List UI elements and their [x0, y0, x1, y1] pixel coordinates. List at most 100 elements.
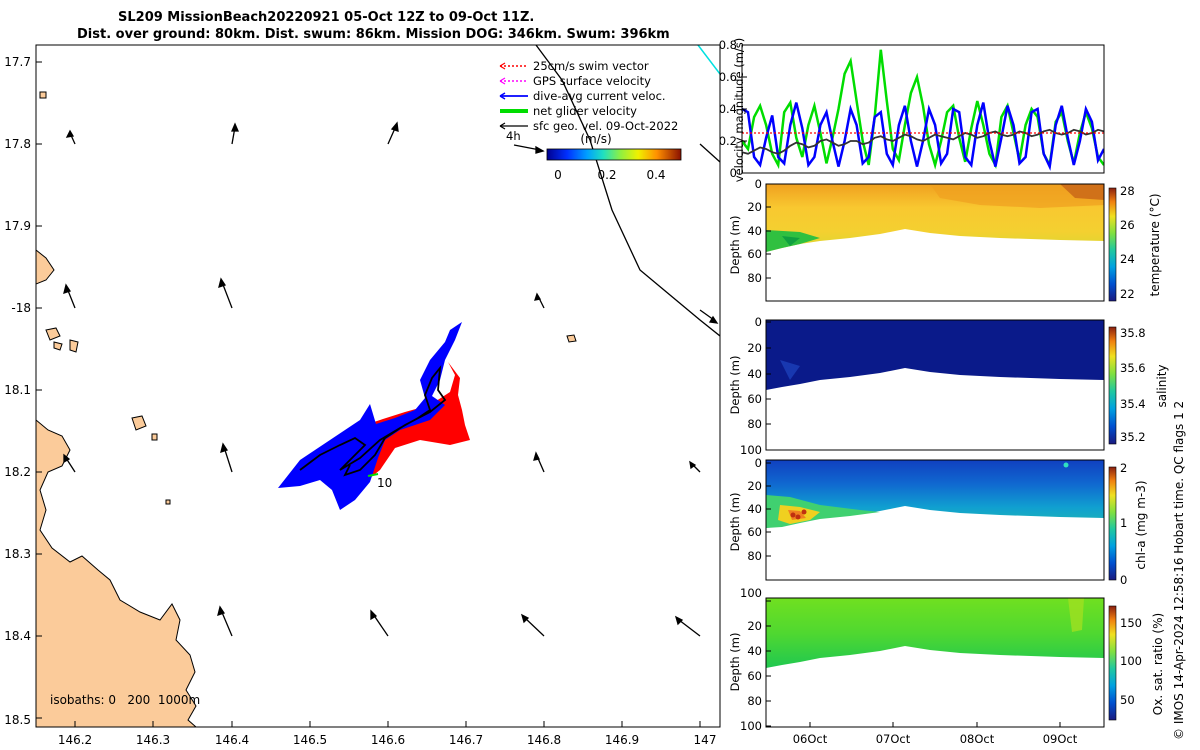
map-xtick-label: 146.7: [449, 733, 483, 747]
oxygen-field: [766, 598, 1104, 668]
temperature-ytick: 80: [747, 271, 762, 285]
chla-ytick: 100: [740, 586, 762, 600]
island-5: [39, 91, 47, 99]
salinity-cbar-tick: 35.6: [1120, 361, 1146, 375]
salinity-cbar-tick: 35.4: [1120, 397, 1146, 411]
oxygen-cbar-tick: 50: [1120, 693, 1135, 707]
map-ytick-label: 18.2: [4, 465, 31, 479]
map-xtick-label: 146.5: [293, 733, 327, 747]
temperature-cbar-tick: 24: [1120, 252, 1135, 266]
map-colorbar-tick: 0.2: [597, 168, 616, 182]
island-4: [131, 415, 147, 431]
velocity-ylabel: velocity magnitude (m/s): [732, 38, 746, 183]
velocity-ytick: 0.4: [719, 102, 737, 116]
chla-cbar-tick: 2: [1120, 461, 1127, 475]
salinity-ytick: 100: [740, 443, 762, 457]
velocity-ytick: 0.6: [719, 70, 737, 84]
temperature-ytick: 40: [747, 224, 762, 238]
map-ytick-label: 18.5: [4, 713, 31, 727]
oxygen-colorbar: [1108, 605, 1117, 721]
chla-ytick: 0: [755, 456, 762, 470]
dive-avg-blob: [278, 322, 462, 510]
chart-title-line2: Dist. over ground: 80km. Dist. swum: 86k…: [77, 27, 670, 42]
oxygen-ytick: 100: [740, 719, 762, 733]
map-xtick-label: 146.8: [527, 733, 561, 747]
salinity-panel: 0 20 40 60 80 100 Depth (m) 35.2 35.4 35…: [728, 315, 1169, 457]
glider-track: [299, 365, 447, 477]
temperature-ytick: 20: [747, 200, 762, 214]
map-ytick-label: 17.9: [4, 219, 31, 233]
salinity-ytick: 0: [755, 315, 762, 329]
scale-arrow: [513, 144, 545, 154]
island-6: [566, 334, 577, 343]
salinity-ytick: 40: [747, 367, 762, 381]
temperature-ytick: 0: [755, 177, 762, 191]
map-ytick-label: 18.1: [4, 383, 31, 397]
oxygen-cbar-label: Ox. sat. ratio (%): [1151, 613, 1165, 715]
oxygen-frame: [765, 597, 1105, 728]
map-panel: 146.2 146.3 146.4 146.5 146.6 146.7 146.…: [4, 44, 721, 747]
oxygen-ytick: 80: [747, 694, 762, 708]
temperature-ylabel: Depth (m): [728, 216, 742, 275]
temperature-ytick: 60: [747, 247, 762, 261]
temperature-frame: [765, 183, 1105, 302]
temperature-colorbar: [1108, 187, 1117, 302]
map-frame: [35, 44, 721, 728]
map-colorbar-tick: 0.4: [646, 168, 665, 182]
velocity-ytick: 0: [730, 166, 737, 180]
chla-ytick: 60: [747, 525, 762, 539]
velocity-panel: 0 0.2 0.4 0.6 0.8 velocity magnitude (m/…: [719, 38, 1105, 183]
temperature-cbar-label: temperature (°C): [1148, 194, 1162, 297]
edge-segment: [697, 45, 720, 75]
legend-label: 25cm/s swim vector: [533, 59, 649, 73]
map-ytick-label: 17.7: [4, 55, 31, 69]
salinity-cbar-tick: 35.2: [1120, 430, 1146, 444]
map-xtick-label: 146.2: [58, 733, 92, 747]
map-ytick-label: 17.8: [4, 137, 31, 151]
oxygen-panel: 20 40 60 80 100 06Oct 07Oct 08Oct 09Oct …: [728, 597, 1165, 746]
salinity-cbar-label: salinity: [1155, 364, 1169, 407]
isobaths-label: isobaths: 0 200 1000m: [50, 693, 200, 707]
temperature-cbar-tick: 26: [1120, 218, 1135, 232]
temperature-cbar-tick: 28: [1120, 184, 1135, 198]
legend-label: net glider velocity: [533, 104, 637, 118]
map-xtick-label: 146.9: [605, 733, 639, 747]
chla-panel: 0 20 40 60 80 100 Depth (m) 0 1 2 chl-a …: [728, 456, 1148, 600]
chart-title-line1: SL209 MissionBeach20220921 05-Oct 12Z to…: [118, 10, 535, 25]
map-legend: 25cm/s swim vector GPS surface velocity …: [499, 59, 678, 133]
oxygen-ytick: 60: [747, 669, 762, 683]
island-2: [69, 339, 79, 353]
chla-ylabel: Depth (m): [728, 493, 742, 552]
oxygen-ytick: 20: [747, 619, 762, 633]
salinity-frame: [765, 319, 1105, 451]
chla-colorbar: [1108, 466, 1117, 581]
velocity-ytick: 0.8: [719, 38, 737, 52]
map-colorbar-tick: 0: [554, 168, 562, 182]
oxygen-cbar-tick: 150: [1120, 616, 1142, 630]
chla-ytick: 20: [747, 479, 762, 493]
chla-cbar-label: chl-a (mg m-3): [1134, 480, 1148, 569]
salinity-ytick: 20: [747, 341, 762, 355]
map-ytick-label: 18.4: [4, 629, 31, 643]
temperature-panel: 0 20 40 60 80 Depth (m) 22 24 26 28 temp…: [728, 177, 1162, 302]
net-velocity-mark: [367, 473, 379, 477]
map-xtick-label: 146.6: [371, 733, 405, 747]
mainland-coast: [36, 419, 197, 727]
map-land: [36, 45, 720, 727]
island-1: [45, 327, 61, 341]
salinity-ylabel: Depth (m): [728, 356, 742, 415]
map-xtick-label: 147: [694, 733, 717, 747]
salinity-field: [766, 320, 1104, 390]
chla-cbar-tick: 0: [1120, 573, 1127, 587]
chla-cbar-tick: 1: [1120, 516, 1127, 530]
date-xtick: 08Oct: [960, 732, 995, 746]
date-xtick: 09Oct: [1043, 732, 1078, 746]
velocity-series: [742, 49, 1104, 171]
chla-frame: [765, 459, 1105, 581]
legend-label: dive-avg current veloc.: [533, 89, 666, 103]
chla-ytick: 40: [747, 502, 762, 516]
temperature-cbar-tick: 22: [1120, 287, 1135, 301]
salinity-cbar-tick: 35.8: [1120, 326, 1146, 340]
oxygen-ytick: 40: [747, 644, 762, 658]
coast-north: [36, 249, 55, 285]
